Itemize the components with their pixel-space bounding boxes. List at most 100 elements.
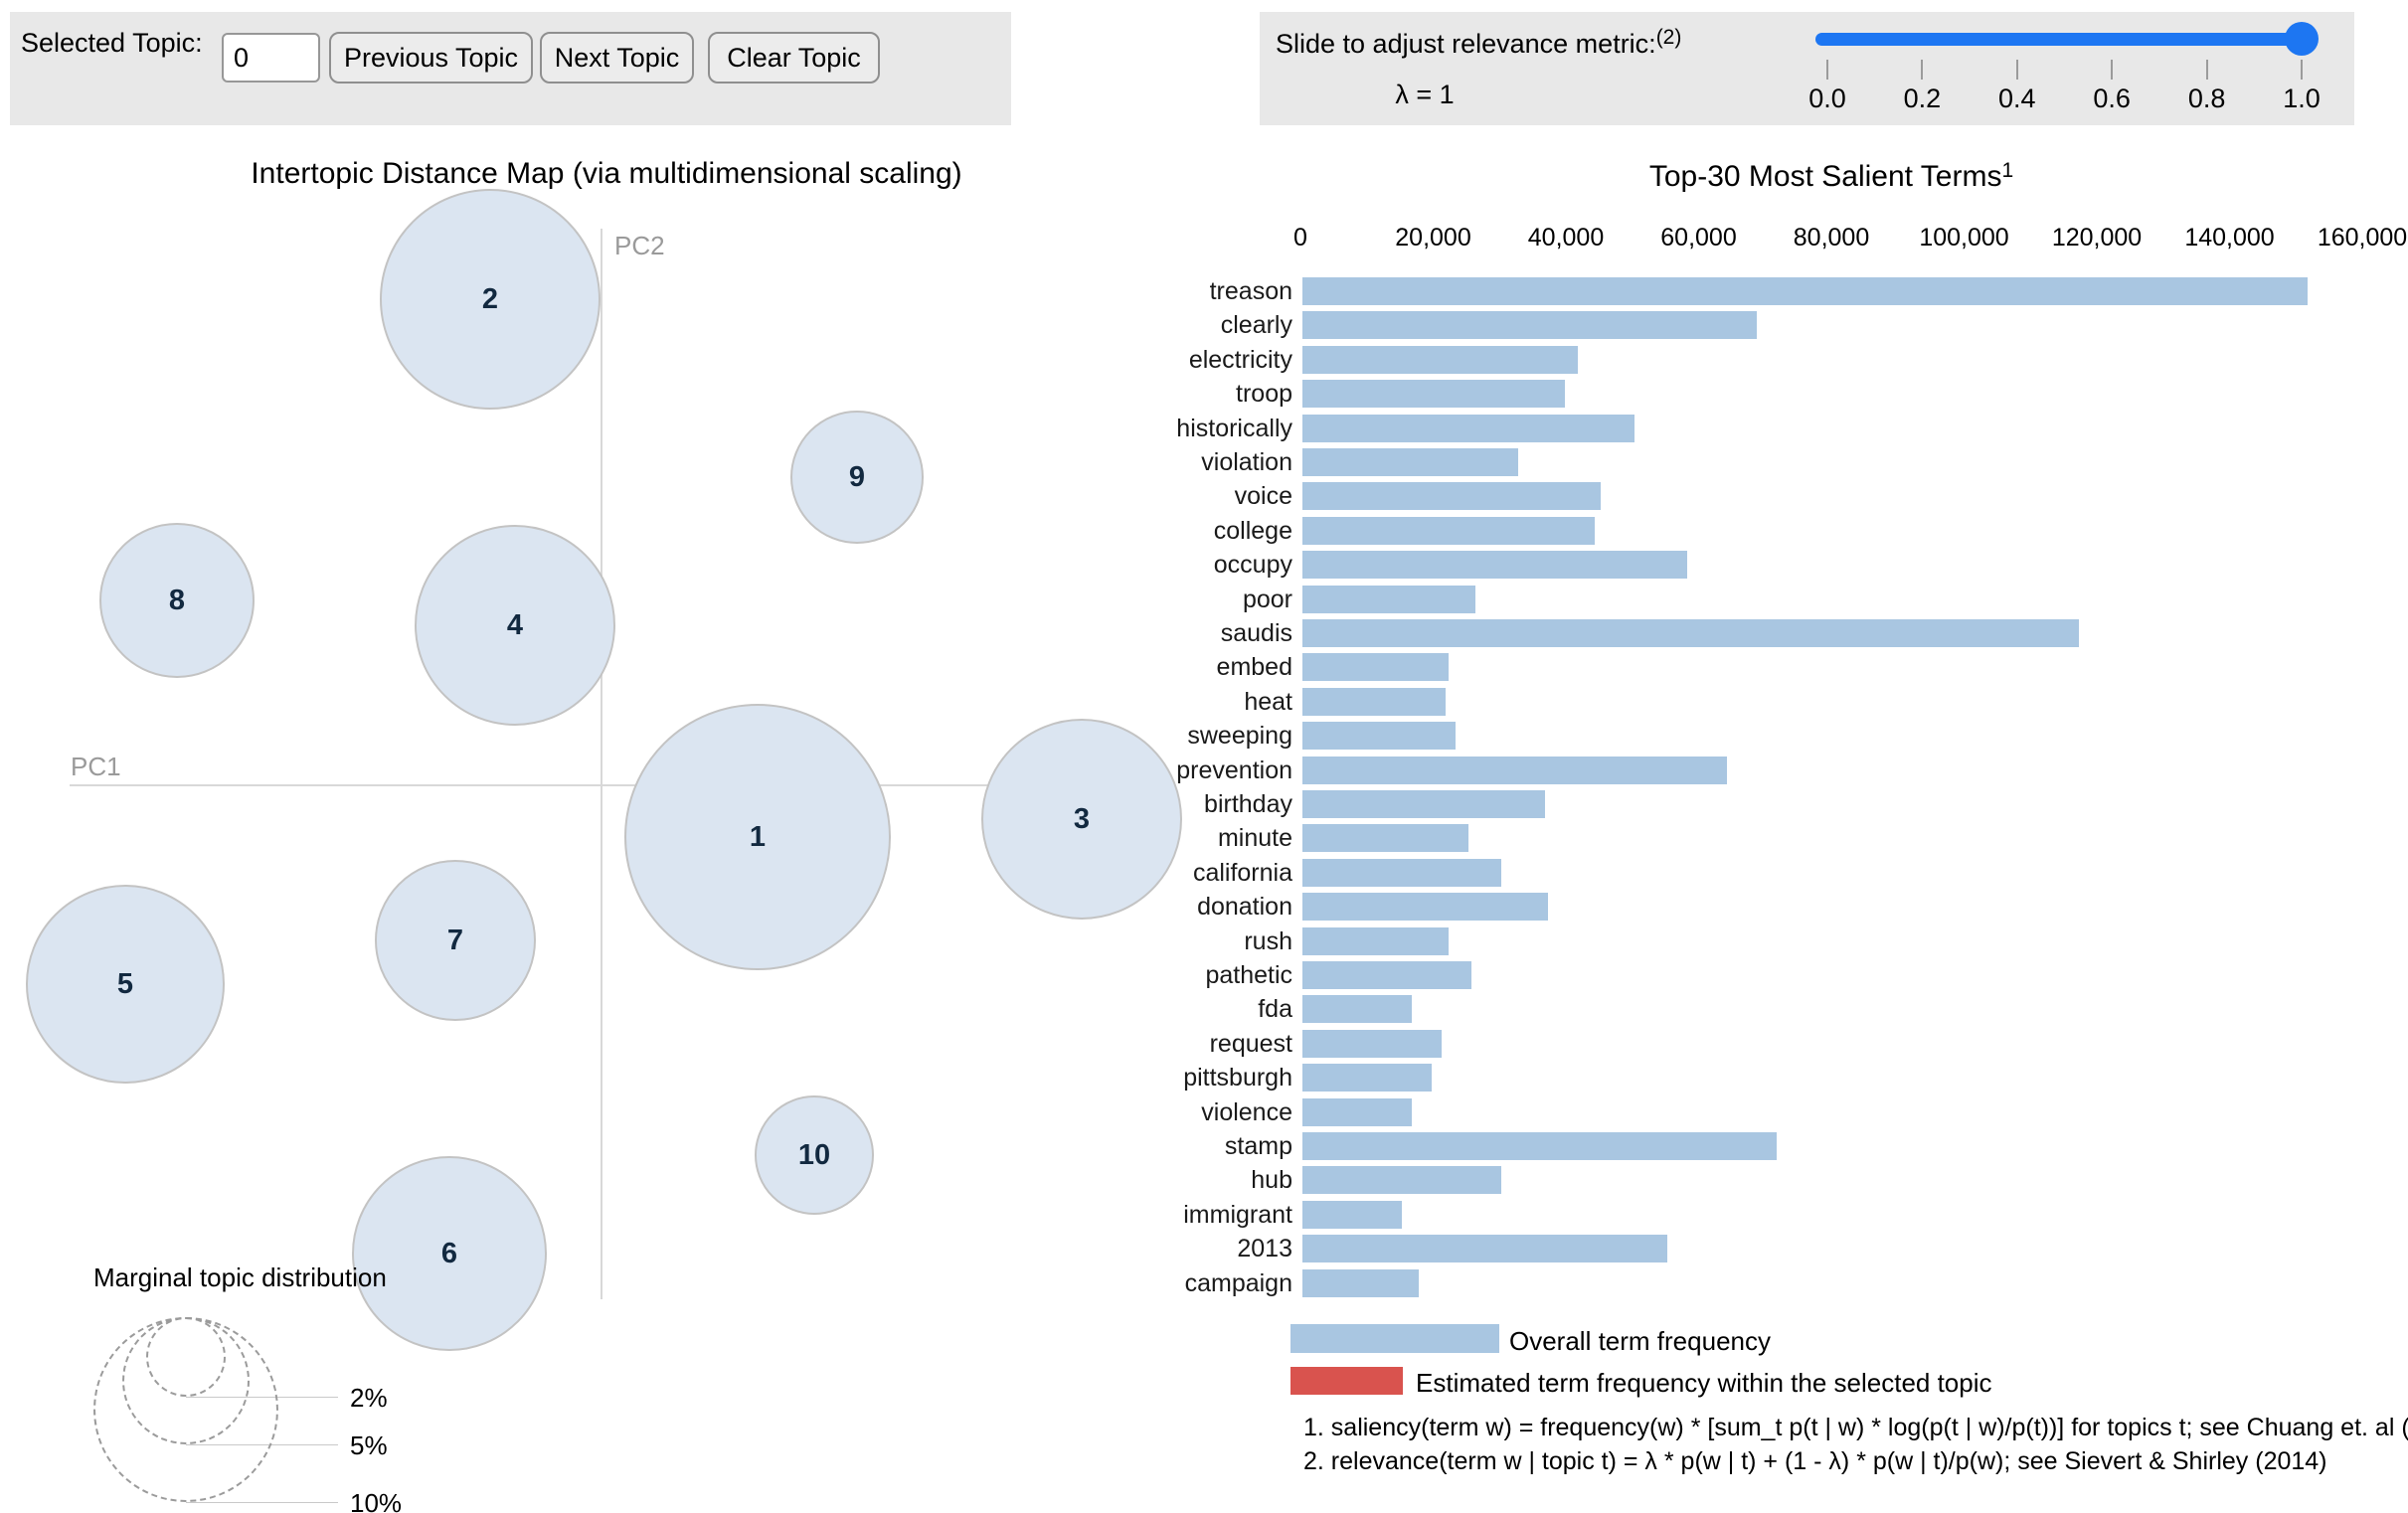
term-label-hub[interactable]: hub [1251,1166,1292,1195]
topic-bubble-4[interactable]: 4 [415,525,615,726]
term-bar-heat[interactable] [1302,687,1446,716]
topic-bubble-9[interactable]: 9 [790,411,924,544]
term-label-donation[interactable]: donation [1197,893,1292,922]
term-label-college[interactable]: college [1213,516,1292,545]
term-bar-california[interactable] [1302,858,1501,887]
term-bar-historically[interactable] [1302,414,1634,442]
term-label-california[interactable]: california [1192,858,1292,887]
legend-overall-swatch [1290,1324,1499,1353]
term-bar-treason[interactable] [1302,277,2308,305]
term-label-immigrant[interactable]: immigrant [1183,1200,1292,1229]
term-label-sweeping[interactable]: sweeping [1187,722,1292,751]
term-label-prevention[interactable]: prevention [1176,756,1292,784]
legend-selected-label: Estimated term frequency within the sele… [1416,1368,1992,1398]
term-label-embed[interactable]: embed [1216,653,1292,682]
previous-topic-button[interactable]: Previous Topic [329,32,533,84]
term-bar-fda[interactable] [1302,995,1412,1024]
term-bar-voice[interactable] [1302,482,1601,511]
term-label-heat[interactable]: heat [1244,687,1292,716]
term-label-pathetic[interactable]: pathetic [1205,961,1292,989]
lambda-value-label: λ = 1 [1395,80,1455,109]
term-bar-violence[interactable] [1302,1097,1412,1126]
term-label-treason[interactable]: treason [1209,277,1292,305]
x-axis-tick-label: 0 [1293,224,1307,252]
topic-bubble-2[interactable]: 2 [380,189,601,410]
term-label-violation[interactable]: violation [1201,448,1292,476]
term-label-pittsburgh[interactable]: pittsburgh [1183,1064,1292,1093]
x-axis-tick-label: 120,000 [2051,224,2143,252]
term-label-stamp[interactable]: stamp [1224,1132,1292,1160]
term-label-voice[interactable]: voice [1234,482,1292,511]
term-bar-2013[interactable] [1302,1235,1667,1263]
footnote-relevance: 2. relevance(term w | topic t) = λ * p(w… [1303,1447,2327,1475]
term-label-birthday[interactable]: birthday [1204,790,1292,818]
term-bar-pittsburgh[interactable] [1302,1064,1432,1093]
term-label-poor[interactable]: poor [1242,585,1292,613]
topic-bubble-7[interactable]: 7 [375,860,536,1021]
topic-bubble-3[interactable]: 3 [981,719,1182,920]
term-label-rush[interactable]: rush [1244,926,1292,955]
intertopic-map-title: Intertopic Distance Map (via multidimens… [251,157,962,190]
term-bar-request[interactable] [1302,1029,1442,1058]
term-bar-college[interactable] [1302,516,1595,545]
term-chart-title: Top-30 Most Salient Terms1 [1648,159,2014,193]
pc1-axis-label: PC1 [71,752,121,781]
term-bar-rush[interactable] [1302,926,1449,955]
marginal-pct-label: 2% [350,1383,388,1413]
term-label-fda[interactable]: fda [1258,995,1292,1024]
slider-tick-label: 0.8 [2187,84,2226,113]
topic-bubble-1[interactable]: 1 [624,704,891,970]
term-bar-clearly[interactable] [1302,311,1757,340]
term-bar-prevention[interactable] [1302,756,1727,784]
term-label-2013[interactable]: 2013 [1237,1235,1292,1263]
term-label-minute[interactable]: minute [1217,824,1292,853]
pc1-axis-line [70,784,1144,786]
term-bar-donation[interactable] [1302,893,1548,922]
term-bar-occupy[interactable] [1302,551,1687,580]
topic-bubble-label: 2 [481,282,499,315]
next-topic-button[interactable]: Next Topic [540,32,694,84]
topic-bubble-8[interactable]: 8 [99,523,255,678]
term-bar-birthday[interactable] [1302,790,1545,818]
term-bar-violation[interactable] [1302,448,1518,476]
x-axis-tick-label: 160,000 [2317,224,2408,252]
selected-topic-input[interactable] [222,33,320,83]
term-label-violence[interactable]: violence [1201,1097,1292,1126]
term-label-occupy[interactable]: occupy [1213,551,1292,580]
term-bar-immigrant[interactable] [1302,1200,1402,1229]
slider-handle[interactable] [2285,22,2319,56]
term-bar-campaign[interactable] [1302,1268,1419,1297]
term-bar-stamp[interactable] [1302,1132,1777,1160]
slider-track[interactable] [1815,33,2314,46]
term-bar-sweeping[interactable] [1302,722,1456,751]
term-label-clearly[interactable]: clearly [1220,311,1292,340]
topic-bubble-label: 8 [168,584,186,616]
term-label-request[interactable]: request [1209,1029,1292,1058]
topic-bubble-6[interactable]: 6 [352,1156,547,1351]
term-label-electricity[interactable]: electricity [1188,345,1292,374]
term-bar-embed[interactable] [1302,653,1449,682]
slider-tick-label: 0.6 [2093,84,2131,113]
term-label-historically[interactable]: historically [1176,414,1292,442]
marginal-leader-line [186,1502,338,1503]
topic-control-panel: Selected Topic: Previous Topic Next Topi… [10,12,1011,125]
topic-bubble-5[interactable]: 5 [26,885,225,1084]
term-bar-troop[interactable] [1302,380,1565,409]
term-bar-pathetic[interactable] [1302,961,1471,989]
term-bar-saudis[interactable] [1302,619,2079,647]
term-label-saudis[interactable]: saudis [1220,619,1292,647]
topic-bubble-label: 4 [506,608,524,641]
topic-bubble-label: 1 [749,820,767,853]
term-bar-hub[interactable] [1302,1166,1501,1195]
legend-selected-swatch [1290,1367,1403,1395]
term-bar-minute[interactable] [1302,824,1468,853]
topic-bubble-10[interactable]: 10 [755,1095,874,1215]
term-label-campaign[interactable]: campaign [1184,1268,1292,1297]
clear-topic-button[interactable]: Clear Topic [708,32,880,84]
x-axis-tick-label: 100,000 [1919,224,2009,252]
term-label-troop[interactable]: troop [1236,380,1292,409]
slider-tick-label: 1.0 [2283,84,2321,113]
slider-tick [2301,60,2303,80]
term-bar-electricity[interactable] [1302,345,1578,374]
term-bar-poor[interactable] [1302,585,1475,613]
